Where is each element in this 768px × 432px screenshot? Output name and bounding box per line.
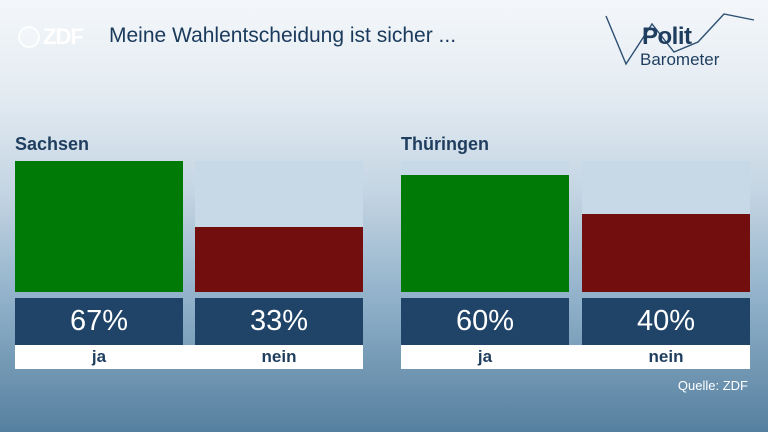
bar-track-thueringen-nein (582, 161, 750, 292)
value-label-thueringen-nein: 40% (582, 298, 750, 345)
value-label-thueringen-ja: 60% (401, 298, 569, 345)
value-label-sachsen-ja: 67% (15, 298, 183, 345)
value-label-sachsen-nein: 33% (195, 298, 363, 345)
bar-sachsen-nein (195, 227, 363, 292)
bar-sachsen-ja (15, 161, 183, 292)
category-label-sachsen-ja: ja (91, 347, 107, 366)
bar-track-sachsen-ja (15, 161, 183, 292)
zdf-logo: ZDF (18, 24, 84, 50)
zdf-logo-ring-icon (18, 26, 40, 48)
panel-title-thueringen: Thüringen (401, 134, 489, 154)
category-label-thueringen-nein: nein (648, 347, 684, 366)
politbarometer-zigzag-icon (605, 13, 755, 66)
panel-title-sachsen: Sachsen (15, 134, 90, 154)
source-label: Quelle: ZDF (677, 378, 748, 393)
politbarometer-logo-line2: Barometer (640, 50, 720, 69)
category-strip-sachsen (15, 345, 363, 369)
category-label-sachsen-nein: nein (261, 347, 297, 366)
category-label-thueringen-ja: ja (477, 347, 493, 366)
chart-title: Meine Wahlentscheidung ist sicher ... (109, 24, 457, 47)
politbarometer-logo: Polit Barometer (604, 12, 756, 74)
bar-thueringen-nein (582, 213, 750, 292)
bar-track-thueringen-ja (401, 161, 569, 292)
politbarometer-logo-line1: Polit (642, 23, 692, 50)
bar-track-sachsen-nein (195, 161, 363, 292)
bar-thueringen-ja (401, 174, 569, 292)
zdf-logo-text: ZDF (43, 24, 84, 49)
category-strip-thueringen (401, 345, 750, 369)
